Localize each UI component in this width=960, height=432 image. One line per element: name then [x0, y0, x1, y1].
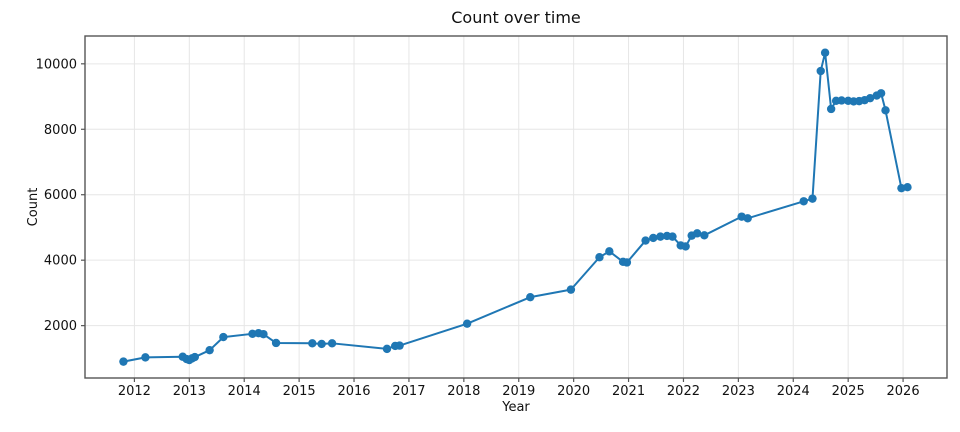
plot-border — [84, 35, 948, 379]
data-point — [271, 338, 281, 348]
data-point — [649, 233, 658, 243]
data-point — [205, 345, 214, 355]
x-tick-label: 2023 — [722, 384, 755, 399]
data-point — [259, 329, 268, 339]
data-point — [816, 66, 825, 76]
data-point — [881, 106, 890, 115]
data-point — [876, 89, 886, 98]
data-point — [837, 96, 846, 105]
data-line — [122, 51, 909, 363]
data-point — [462, 319, 472, 328]
data-point — [317, 339, 326, 349]
y-tick-label: 6000 — [44, 188, 77, 203]
data-point — [308, 339, 317, 348]
x-tick-label: 2015 — [283, 384, 316, 399]
data-point — [700, 231, 709, 240]
data-point — [820, 48, 830, 57]
y-tick-label: 2000 — [44, 319, 77, 334]
data-point — [656, 232, 665, 241]
y-tick-label: 8000 — [44, 123, 77, 138]
data-point — [190, 352, 200, 362]
x-tick-label: 2013 — [173, 384, 206, 399]
data-point — [119, 357, 128, 366]
data-point — [826, 104, 836, 114]
y-tick-label: 10000 — [36, 57, 77, 72]
data-point — [327, 339, 337, 348]
data-point — [219, 332, 228, 342]
x-tick-label: 2025 — [832, 384, 865, 399]
chart-title: Count over time — [451, 8, 581, 27]
data-point — [605, 247, 614, 256]
data-point — [595, 253, 604, 262]
data-point — [566, 285, 576, 294]
data-point — [903, 183, 912, 192]
data-point — [743, 214, 752, 223]
data-point — [141, 353, 150, 362]
y-axis-label: Count — [26, 187, 41, 227]
x-tick-label: 2012 — [118, 384, 151, 399]
data-point — [526, 292, 535, 302]
x-tick-label: 2022 — [667, 384, 700, 399]
data-point — [692, 229, 702, 238]
x-tick-label: 2017 — [392, 384, 425, 399]
data-point — [865, 93, 875, 103]
x-tick-label: 2016 — [337, 384, 370, 399]
data-point — [395, 341, 404, 350]
x-tick-label: 2021 — [612, 384, 645, 399]
data-point — [799, 197, 808, 206]
data-point — [382, 344, 392, 354]
x-axis-label: Year — [502, 400, 530, 415]
data-point — [681, 242, 690, 251]
x-tick-label: 2026 — [887, 384, 920, 399]
x-tick-label: 2018 — [447, 384, 480, 399]
x-tick-label: 2024 — [777, 384, 810, 399]
data-point — [622, 258, 632, 267]
y-tick-label: 4000 — [44, 254, 77, 269]
data-point — [808, 194, 817, 203]
x-tick-label: 2019 — [502, 384, 535, 399]
data-point — [641, 236, 650, 245]
data-point — [668, 232, 677, 241]
x-tick-label: 2014 — [228, 384, 261, 399]
x-tick-label: 2020 — [557, 384, 590, 399]
